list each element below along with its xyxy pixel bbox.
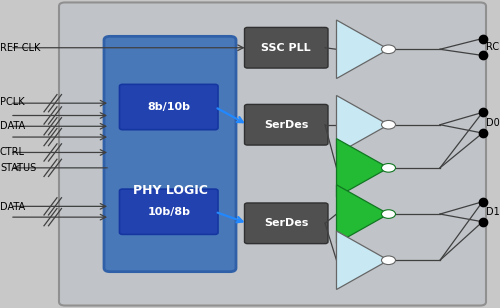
- Text: PHY LOGIC: PHY LOGIC: [132, 184, 208, 197]
- FancyBboxPatch shape: [120, 189, 218, 234]
- FancyBboxPatch shape: [244, 203, 328, 244]
- FancyBboxPatch shape: [104, 36, 236, 272]
- Text: D0: D0: [486, 118, 500, 128]
- Polygon shape: [336, 231, 388, 290]
- Polygon shape: [336, 95, 388, 154]
- FancyBboxPatch shape: [244, 104, 328, 145]
- Text: DATA: DATA: [0, 121, 25, 131]
- Polygon shape: [336, 139, 388, 197]
- Text: PCLK: PCLK: [0, 97, 24, 107]
- Circle shape: [382, 164, 396, 172]
- Text: CTRL: CTRL: [0, 147, 25, 156]
- FancyBboxPatch shape: [59, 2, 486, 306]
- Text: SSC PLL: SSC PLL: [262, 43, 311, 53]
- FancyBboxPatch shape: [244, 27, 328, 68]
- Text: SerDes: SerDes: [264, 218, 308, 228]
- Polygon shape: [336, 20, 388, 79]
- Text: RCLK: RCLK: [486, 42, 500, 52]
- Text: 10b/8b: 10b/8b: [147, 207, 190, 217]
- Text: REF CLK: REF CLK: [0, 43, 40, 53]
- Circle shape: [382, 45, 396, 54]
- Text: STATUS: STATUS: [0, 163, 36, 173]
- FancyBboxPatch shape: [120, 84, 218, 130]
- Circle shape: [382, 120, 396, 129]
- Text: SerDes: SerDes: [264, 120, 308, 130]
- Text: DATA: DATA: [0, 202, 25, 212]
- Text: 8b/10b: 8b/10b: [147, 102, 190, 112]
- Circle shape: [382, 210, 396, 218]
- Text: D1: D1: [486, 207, 500, 217]
- Polygon shape: [336, 185, 388, 243]
- Circle shape: [382, 256, 396, 265]
